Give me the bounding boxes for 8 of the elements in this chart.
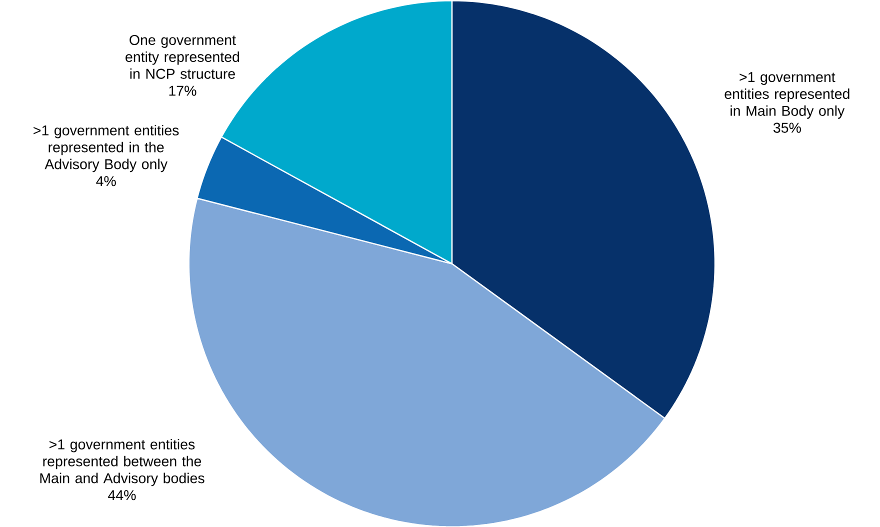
data-label: 35% <box>773 122 801 133</box>
slice-label: One government entity represented in NCP structure <box>126 34 240 79</box>
slice-label: >1 government entities represented in Main Body only <box>724 72 850 118</box>
slice-label: >1 government entities represented in the Advisory Body only <box>34 124 179 172</box>
data-label: 44% <box>108 490 136 500</box>
data-label: 4% <box>96 176 116 186</box>
slice-label: >1 government entities represented between the Main and Advisory bodies <box>40 438 204 486</box>
data-label: 17% <box>169 86 196 96</box>
